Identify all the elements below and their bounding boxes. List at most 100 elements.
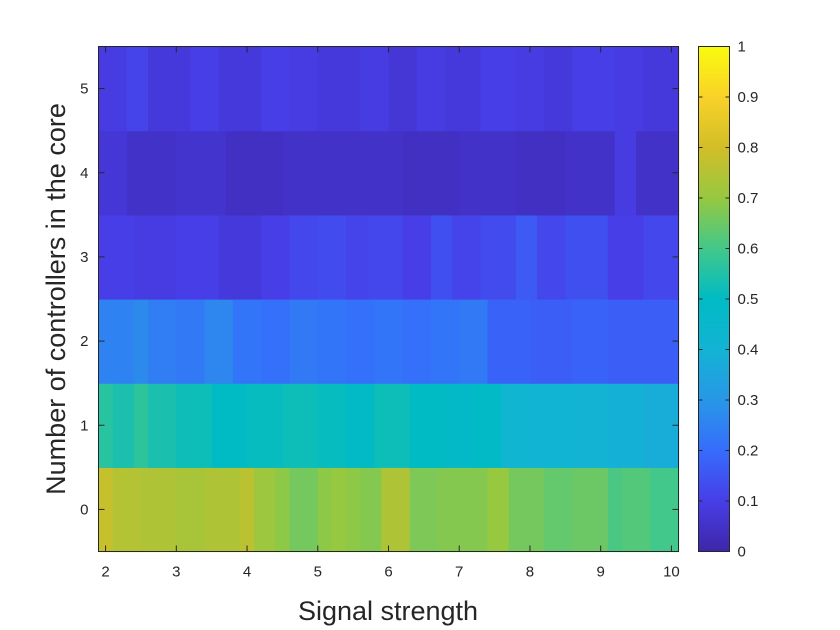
y-tick-label: 3 (80, 249, 88, 266)
colorbar-tick-label: 0.5 (738, 291, 759, 308)
colorbar-tick-label: 0.1 (738, 493, 759, 510)
heatmap-cell (572, 383, 609, 468)
x-tick-label: 10 (663, 564, 680, 581)
heatmap-cell (438, 467, 489, 553)
heatmap-cell (190, 46, 220, 132)
heatmap-cell (218, 46, 262, 132)
heatmap-cell (140, 467, 177, 553)
heatmap-cell (430, 299, 460, 384)
heatmap-cell (346, 214, 368, 300)
heatmap-cell (572, 299, 609, 384)
heatmap-cell (636, 130, 680, 216)
heatmap-cell (544, 467, 574, 553)
heatmap-cell (317, 46, 361, 132)
heatmap-cell (317, 214, 347, 300)
heatmap-cell (537, 214, 566, 300)
x-axis-label: Signal strength (298, 596, 478, 626)
heatmap-cell (614, 130, 637, 216)
heatmap-cell (317, 299, 347, 384)
heatmap-cell (374, 383, 411, 468)
heatmap-cell (176, 214, 220, 300)
y-tick-label: 0 (80, 501, 88, 518)
heatmap-cell (614, 46, 644, 132)
heatmap-cell (508, 467, 545, 553)
colorbar-tick-label: 0.8 (738, 140, 759, 157)
x-tick-label: 2 (101, 564, 109, 581)
colorbar-tick-label: 0.2 (738, 443, 759, 460)
heatmap-cell (218, 214, 262, 300)
heatmap-cell (98, 467, 114, 553)
heatmap-cell (572, 46, 616, 132)
heatmap-cell (430, 214, 453, 300)
x-axis-ticks: 2 3 4 5 6 7 8 9 10 (101, 46, 680, 581)
heatmap-cell (148, 383, 177, 468)
heatmap-cell (289, 299, 319, 384)
heatmap-cell (529, 383, 574, 468)
heatmap-cell (487, 467, 510, 553)
colorbar-tick-label: 0.9 (738, 89, 759, 106)
heatmap-cell (289, 214, 319, 300)
heatmap-cell (452, 214, 482, 300)
heatmap-cell (261, 214, 291, 300)
colorbar-tick-label: 1 (738, 39, 746, 56)
heatmap-cell (225, 130, 284, 216)
heatmap-cell (487, 299, 531, 384)
heatmap-cell (239, 467, 255, 553)
heatmap-cell (126, 130, 177, 216)
y-axis-label: Number of controllers in the core (41, 103, 71, 495)
heatmap-cell (445, 46, 482, 132)
y-tick-label: 2 (80, 333, 88, 350)
x-tick-label: 5 (314, 564, 322, 581)
heatmap-cell (402, 130, 460, 216)
heatmap-cell (289, 46, 319, 132)
colorbar-tick-label: 0.7 (738, 190, 759, 207)
heatmap-cell (282, 383, 319, 468)
heatmap-cell (346, 130, 404, 216)
x-tick-label: 9 (597, 564, 605, 581)
heatmap-cell (360, 467, 383, 553)
x-tick-label: 4 (243, 564, 251, 581)
heatmap-cell (176, 130, 227, 216)
heatmap-cell (346, 299, 375, 384)
x-tick-label: 6 (384, 564, 392, 581)
heatmap-cell (459, 130, 517, 216)
heatmap-cell (445, 383, 474, 468)
heatmap-cell (346, 467, 361, 553)
heatmap-cell (148, 299, 177, 384)
heatmap-cell (346, 383, 375, 468)
heatmap-cell (261, 299, 291, 384)
colorbar-tick-label: 0.3 (738, 392, 759, 409)
heatmap-cell (204, 299, 234, 384)
heatmap-cell (621, 467, 651, 553)
heatmap-cell (133, 299, 149, 384)
y-tick-label: 4 (80, 165, 88, 182)
heatmap-cell (381, 467, 411, 553)
heatmap-cell (98, 383, 114, 468)
heatmap-cells (98, 46, 680, 553)
heatmap-cell (402, 214, 432, 300)
heatmap-cell (515, 46, 545, 132)
heatmap-cell (148, 46, 192, 132)
heatmap-cell (388, 46, 418, 132)
heatmap-cell (176, 299, 206, 384)
colorbar-tick-label: 0.6 (738, 241, 759, 258)
heatmap-cell (289, 467, 319, 553)
heatmap-cell (275, 467, 291, 553)
heatmap-cell (473, 383, 503, 468)
heatmap-cell (459, 299, 489, 384)
heatmap-cell (607, 467, 623, 553)
heatmap-cell (572, 467, 609, 553)
heatmap-cell (515, 214, 538, 300)
heatmap-cell (565, 214, 609, 300)
heatmap-cell (204, 467, 241, 553)
heatmap-cell (317, 383, 347, 468)
colorbar (698, 46, 730, 552)
heatmap-cell (232, 299, 262, 384)
heatmap-cell (529, 299, 574, 384)
heatmap-cell (607, 383, 644, 468)
heatmap-cell (480, 214, 517, 300)
heatmap-cell (367, 214, 404, 300)
heatmap-cell (133, 214, 177, 300)
heatmap-cell (374, 299, 404, 384)
heatmap-cell (133, 383, 149, 468)
